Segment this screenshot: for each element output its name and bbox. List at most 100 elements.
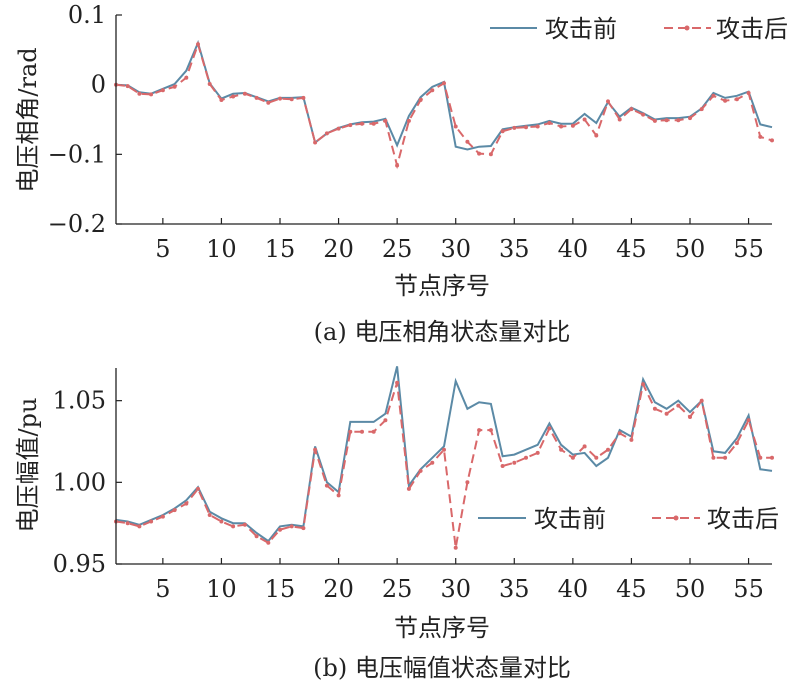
magnitude-series-after-point: [711, 455, 716, 460]
angle-chart-legend: 攻击前 攻击后: [490, 15, 788, 43]
legend-label-before: 攻击前: [545, 15, 617, 43]
legend-marker-after: [684, 25, 690, 31]
magnitude-series-after-point: [652, 406, 657, 411]
magnitude-series-after-point: [641, 382, 646, 387]
angle-chart-y-ticks: 0.1 0 −0.1 −0.2: [48, 1, 122, 238]
angle-series-after-point: [125, 84, 130, 89]
magnitude-x-tick-label: 15: [265, 575, 296, 603]
angle-series-after-point: [371, 121, 376, 126]
angle-series-after-point: [559, 124, 564, 129]
angle-series-after-point: [160, 88, 165, 93]
magnitude-series-after-point: [629, 437, 634, 442]
angle-series-after-point: [430, 88, 435, 93]
angle-series-after-point: [453, 124, 458, 129]
magnitude-x-tick-label: 25: [382, 575, 413, 603]
angle-series-after-point: [676, 118, 681, 123]
angle-series-after-point: [734, 97, 739, 102]
angle-series-after-point: [688, 116, 692, 121]
magnitude-series-after-point: [688, 415, 692, 419]
magnitude-series-after-point: [266, 540, 271, 545]
magnitude-chart-caption: (b) 电压幅值状态量对比: [313, 654, 571, 682]
magnitude-series-after-point: [289, 524, 294, 529]
magnitude-x-tick-label: 45: [616, 575, 647, 603]
angle-series-after-point: [723, 98, 728, 103]
magnitude-series-after-point: [324, 483, 329, 488]
angle-x-tick-label: 20: [323, 235, 354, 263]
angle-series-after-point: [207, 82, 212, 86]
angle-series-after-point: [395, 163, 400, 168]
magnitude-chart-legend: 攻击前 攻击后: [478, 505, 779, 533]
angle-chart-caption: (a) 电压相角状态量对比: [314, 318, 571, 346]
magnitude-series-after-point: [207, 513, 212, 517]
magnitude-series-after-point: [570, 455, 575, 460]
magnitude-series-after-point: [196, 486, 200, 491]
magnitude-series-after-point: [770, 455, 774, 460]
angle-series-after-point: [664, 118, 669, 123]
legend-label-after: 攻击后: [716, 15, 788, 43]
magnitude-series-after-point: [547, 426, 552, 431]
angle-chart-x-ticks: 5 10 15 20 25 30 35 40 45 50 55: [155, 218, 764, 263]
angle-series-after-point: [313, 140, 318, 145]
angle-series-after-point: [606, 99, 610, 104]
magnitude-x-tick-label: 30: [440, 575, 471, 603]
magnitude-series-after-point: [348, 429, 353, 434]
angle-series-after-point: [383, 118, 388, 123]
angle-x-tick-label: 50: [675, 235, 706, 263]
magnitude-series-after-point: [699, 398, 704, 403]
magnitude-series-after-point: [734, 441, 739, 446]
angle-series-after-point: [348, 123, 353, 128]
angle-chart-axes: [115, 15, 772, 225]
magnitude-chart-x-ticks: 5 10 15 20 25 30 35 40 45 50 55: [155, 558, 764, 603]
angle-x-tick-label: 15: [265, 235, 296, 263]
angle-chart-series: [114, 39, 774, 170]
angle-series-after-point: [641, 112, 646, 117]
angle-series-after-point: [570, 123, 575, 128]
magnitude-series-after-point: [746, 418, 751, 423]
magnitude-series-after-point: [242, 522, 247, 527]
angle-series-after-point: [360, 121, 364, 126]
magnitude-series-after-point: [453, 545, 458, 550]
legend-marker-after: [673, 515, 679, 521]
angle-series-after-point: [699, 107, 704, 112]
angle-series-after-point: [512, 125, 517, 130]
angle-x-tick-label: 35: [499, 235, 530, 263]
angle-x-tick-label: 55: [733, 235, 764, 263]
angle-x-tick-label: 25: [382, 235, 413, 263]
angle-series-after-point: [172, 84, 177, 89]
magnitude-x-tick-label: 20: [323, 575, 354, 603]
magnitude-series-after-point: [172, 508, 177, 513]
angle-series-after-point: [324, 131, 329, 136]
magnitude-y-tick-label: 1.05: [53, 387, 106, 415]
angle-series-after-point: [758, 134, 763, 139]
angle-chart-ylabel: 电压相角/rad: [14, 47, 42, 192]
angle-x-tick-label: 30: [440, 235, 471, 263]
magnitude-chart: 电压幅值/pu 1.05 1.00 0.95 5 10 15 20 25 30 35 40 45 50…: [14, 366, 779, 682]
magnitude-series-after-point: [594, 455, 599, 460]
magnitude-series-after-point: [524, 455, 528, 460]
angle-series-after-point: [418, 98, 423, 102]
angle-chart-xlabel: 节点序号: [394, 272, 490, 300]
angle-series-after-point: [196, 42, 200, 47]
angle-y-tick-label: −0.1: [48, 140, 106, 168]
magnitude-x-tick-label: 55: [733, 575, 764, 603]
magnitude-series-after-point: [254, 534, 259, 539]
angle-series-after-point: [406, 118, 411, 123]
angle-x-tick-label: 5: [155, 235, 170, 263]
magnitude-series-after-point: [488, 428, 493, 433]
angle-y-tick-label: −0.2: [48, 210, 106, 238]
magnitude-series-after-point: [430, 460, 435, 465]
angle-series-after-point: [547, 121, 552, 125]
angle-series-after-point: [477, 151, 482, 156]
magnitude-series-after-point: [442, 447, 446, 452]
magnitude-x-tick-label: 50: [675, 575, 706, 603]
magnitude-series-after-point: [606, 447, 610, 452]
magnitude-series-after-point: [231, 524, 236, 529]
magnitude-series-after-point: [371, 429, 376, 434]
angle-series-after-point: [149, 92, 154, 97]
magnitude-series-after-point: [137, 524, 142, 529]
magnitude-series-after-point: [477, 428, 482, 433]
magnitude-y-tick-label: 0.95: [53, 550, 106, 578]
magnitude-series-after-point: [149, 519, 154, 524]
magnitude-series-after-point: [313, 447, 318, 452]
magnitude-chart-y-ticks: 1.05 1.00 0.95: [53, 387, 122, 578]
